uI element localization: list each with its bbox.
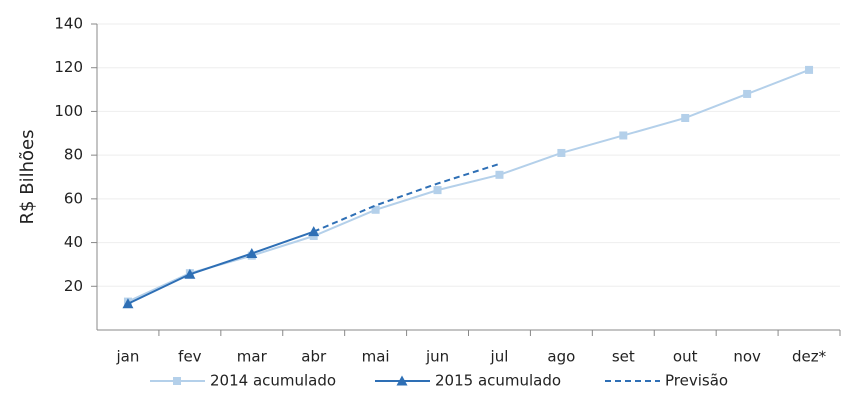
x-tick-label: jan bbox=[116, 348, 140, 366]
x-tick-label: ago bbox=[547, 348, 575, 366]
y-tick-label: 20 bbox=[64, 277, 83, 295]
x-tick-label: jun bbox=[425, 348, 449, 366]
point bbox=[371, 205, 380, 214]
point bbox=[495, 170, 504, 179]
legend-marker bbox=[396, 375, 408, 386]
x-tick-label: abr bbox=[301, 348, 327, 366]
x-tick-label: set bbox=[612, 348, 635, 366]
y-axis-label: R$ Bilhões bbox=[17, 130, 38, 225]
point bbox=[681, 113, 690, 122]
y-tick-label: 100 bbox=[54, 102, 83, 120]
x-tick-label: mai bbox=[362, 348, 390, 366]
point bbox=[433, 186, 442, 195]
x-tick-label: dez* bbox=[792, 348, 827, 366]
x-tick-label: nov bbox=[733, 348, 761, 366]
legend-label: 2014 acumulado bbox=[210, 372, 336, 390]
x-tick-label: fev bbox=[178, 348, 202, 366]
y-tick-label: 40 bbox=[64, 233, 83, 251]
y-tick-label: 140 bbox=[54, 15, 83, 33]
series-line bbox=[127, 68, 810, 303]
y-tick-label: 80 bbox=[64, 146, 83, 164]
point bbox=[246, 248, 258, 258]
y-tick-label: 60 bbox=[64, 189, 83, 207]
point bbox=[743, 89, 752, 98]
x-tick-label: jul bbox=[490, 348, 509, 366]
legend-label: 2015 acumulado bbox=[435, 372, 561, 390]
point bbox=[184, 268, 196, 279]
x-tick-label: mar bbox=[237, 348, 268, 366]
legend-label: Previsão bbox=[665, 372, 728, 390]
series-line bbox=[127, 230, 315, 305]
point bbox=[557, 148, 566, 157]
point bbox=[619, 131, 628, 140]
point bbox=[122, 298, 134, 309]
legend-marker bbox=[173, 377, 181, 385]
point bbox=[805, 65, 814, 74]
x-tick-label: out bbox=[673, 348, 698, 366]
y-tick-label: 120 bbox=[54, 58, 83, 76]
series-line bbox=[313, 162, 500, 233]
